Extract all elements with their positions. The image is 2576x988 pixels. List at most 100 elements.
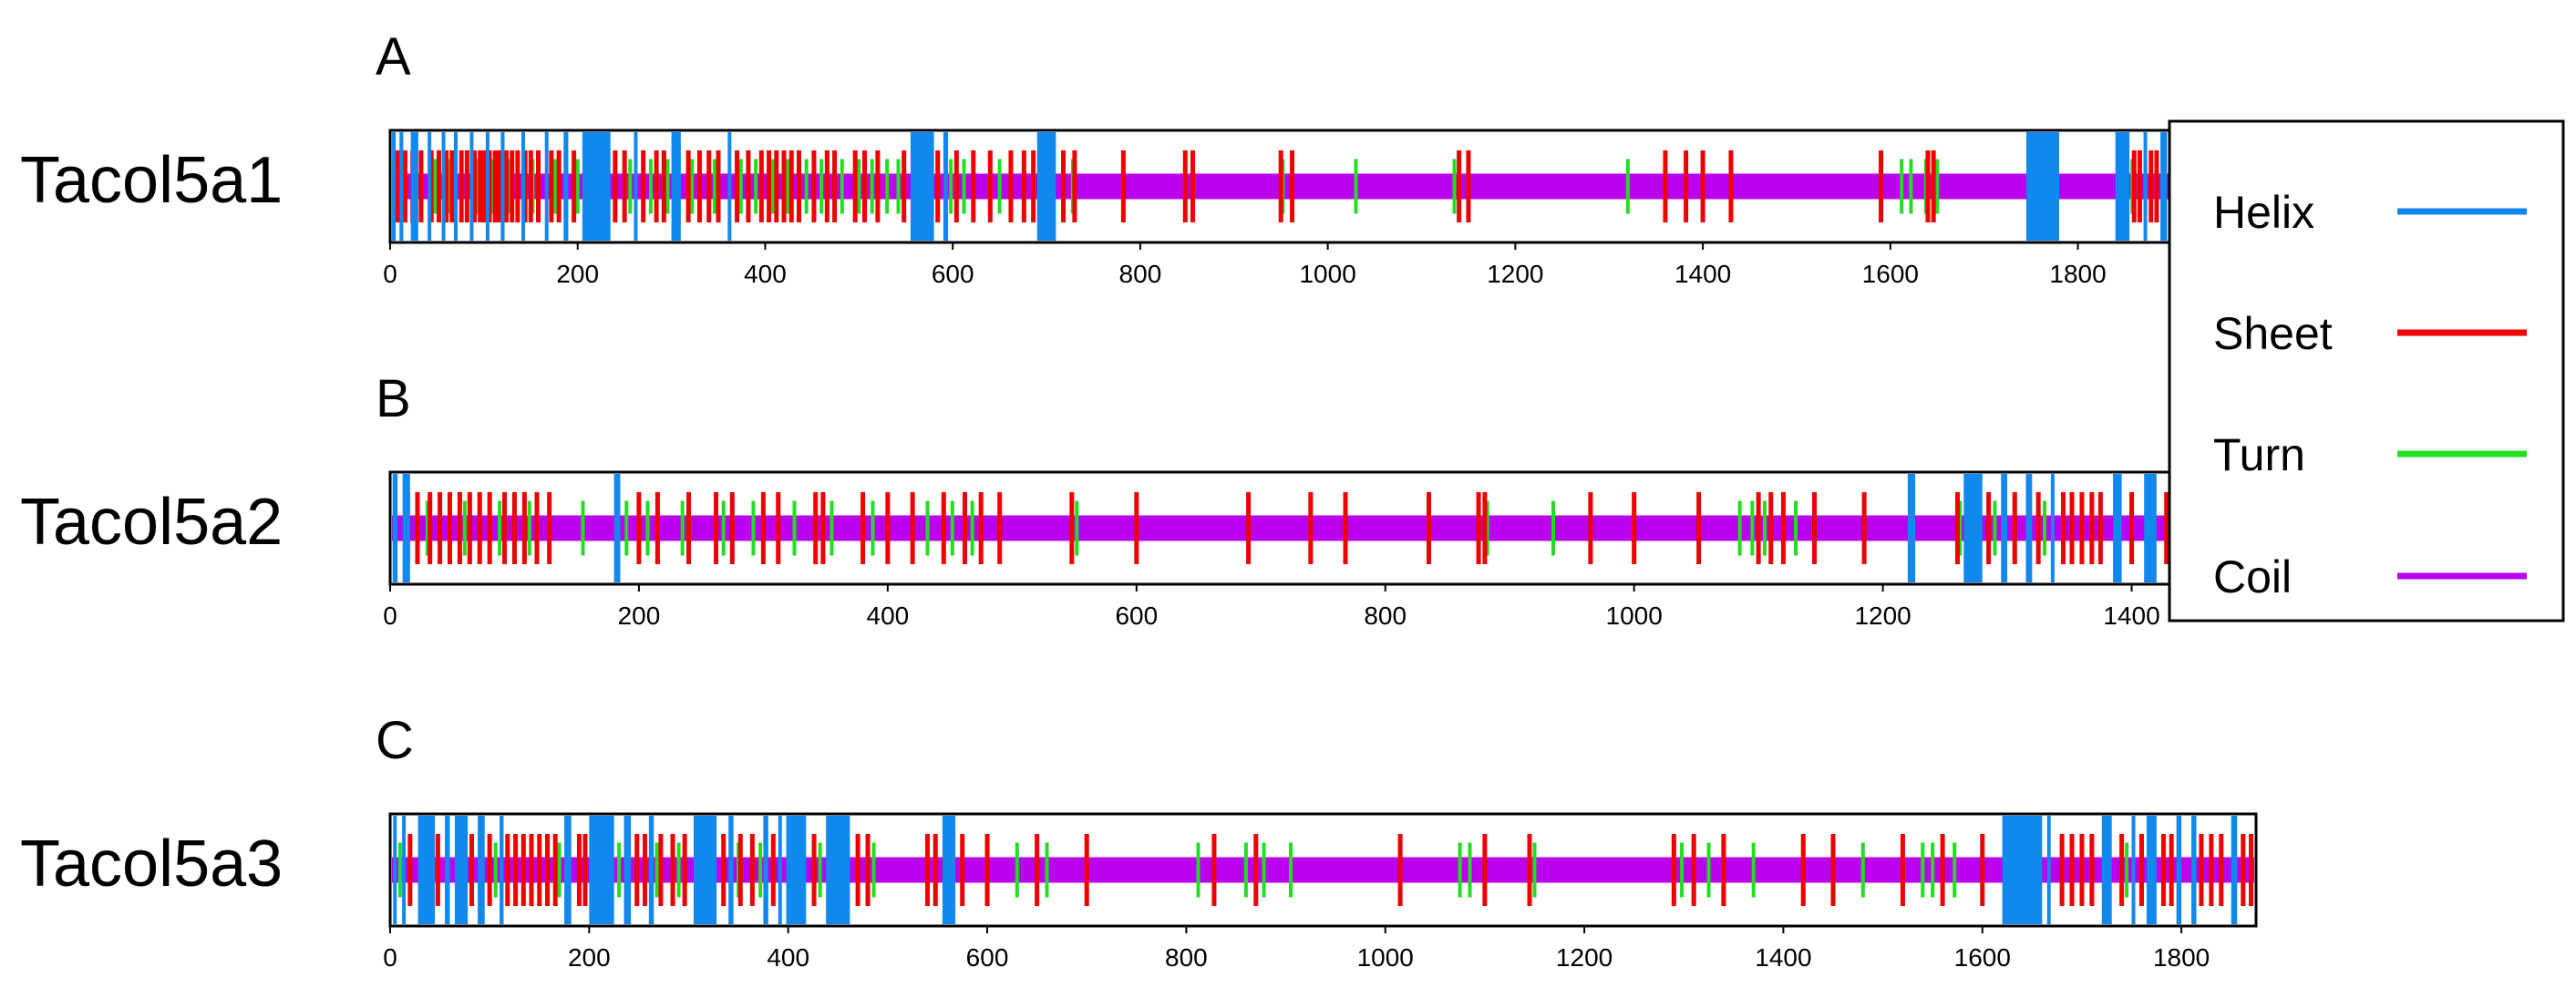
sheet-mark xyxy=(735,150,740,222)
sheet-mark xyxy=(478,150,483,222)
sheet-mark xyxy=(449,150,455,222)
sheet-mark xyxy=(1671,834,1676,906)
sheet-mark xyxy=(971,150,976,222)
legend-label-turn: Turn xyxy=(2213,429,2305,480)
turn-mark xyxy=(804,159,809,214)
sheet-mark xyxy=(613,150,618,222)
turn-mark xyxy=(676,842,681,898)
sheet-mark xyxy=(448,492,453,564)
sheet-mark xyxy=(2148,150,2154,222)
sheet-mark xyxy=(435,834,440,906)
sheet-mark xyxy=(824,150,829,222)
turn-mark xyxy=(498,500,502,556)
turn-mark xyxy=(738,159,743,214)
tick-label: 400 xyxy=(744,260,787,288)
tick-label: 600 xyxy=(966,943,1009,972)
helix-block xyxy=(778,816,782,924)
turn-mark xyxy=(721,500,726,556)
sheet-mark xyxy=(2129,492,2135,564)
sheet-mark xyxy=(2097,492,2103,564)
turn-mark xyxy=(1750,500,1755,556)
sheet-mark xyxy=(1527,834,1532,906)
tick-label: 800 xyxy=(1165,943,1208,972)
turn-mark xyxy=(557,842,562,898)
sheet-mark xyxy=(522,150,528,222)
tick-label: 600 xyxy=(932,260,974,288)
tick-label: 1200 xyxy=(1854,602,1911,630)
sheet-mark xyxy=(1482,492,1488,564)
sheet-mark xyxy=(1134,492,1139,564)
tick-label: 0 xyxy=(383,943,397,972)
sheet-mark xyxy=(2131,150,2137,222)
sheet-mark xyxy=(1768,492,1774,564)
sheet-mark xyxy=(2060,492,2066,564)
turn-mark xyxy=(754,159,758,214)
sheet-mark xyxy=(415,492,420,564)
sheet-mark xyxy=(1986,492,1992,564)
sheet-mark xyxy=(428,492,433,564)
turn-mark xyxy=(896,159,901,214)
turn-mark xyxy=(1551,500,1555,556)
sheet-mark xyxy=(861,150,867,222)
turn-mark xyxy=(462,500,467,556)
legend-label-coil: Coil xyxy=(2213,551,2292,602)
sheet-mark xyxy=(2069,834,2075,906)
helix-block xyxy=(2176,816,2182,924)
sheet-mark xyxy=(534,492,540,564)
helix-block xyxy=(582,132,611,241)
turn-mark xyxy=(751,500,756,556)
sequence-label-a: Tacol5a1 xyxy=(20,144,283,217)
sheet-mark xyxy=(472,150,478,222)
sheet-mark xyxy=(487,150,492,222)
helix-block xyxy=(544,132,549,241)
helix-block xyxy=(648,816,654,924)
turn-mark xyxy=(1762,500,1767,556)
sheet-mark xyxy=(1290,150,1295,222)
sheet-mark xyxy=(642,834,647,906)
sheet-mark xyxy=(2138,834,2144,906)
sheet-mark xyxy=(1035,834,1040,906)
helix-block xyxy=(910,132,934,241)
helix-block xyxy=(453,132,459,241)
sheet-mark xyxy=(774,150,779,222)
sheet-mark xyxy=(811,834,817,906)
turn-mark xyxy=(1706,842,1711,898)
sheet-mark xyxy=(706,150,712,222)
turn-mark xyxy=(493,842,498,898)
sheet-mark xyxy=(467,492,472,564)
turn-mark xyxy=(1921,842,1925,898)
sheet-mark xyxy=(2241,834,2246,906)
turn-mark xyxy=(962,159,966,214)
sheet-mark xyxy=(544,834,550,906)
sheet-mark xyxy=(2209,834,2214,906)
helix-block xyxy=(2113,474,2122,582)
turn-mark xyxy=(970,500,974,556)
turn-mark xyxy=(1794,500,1798,556)
sheet-mark xyxy=(685,150,691,222)
sheet-mark xyxy=(2035,492,2041,564)
sheet-mark xyxy=(654,150,659,222)
sheet-mark xyxy=(1182,150,1188,222)
sheet-mark xyxy=(2012,492,2017,564)
tick-label: 400 xyxy=(767,943,809,972)
sheet-mark xyxy=(1457,150,1462,222)
helix-block xyxy=(728,816,734,924)
sheet-mark xyxy=(1663,150,1668,222)
turn-mark xyxy=(665,159,670,214)
helix-block xyxy=(485,132,489,241)
panel-letter-b: B xyxy=(376,369,411,428)
sheet-mark xyxy=(438,492,443,564)
sheet-mark xyxy=(832,150,838,222)
turn-mark xyxy=(871,842,876,898)
track-c: 0 200 400 600 800 1000 1200 1400 1600 1800 xyxy=(383,812,2258,972)
tick-label: 1800 xyxy=(2049,260,2106,288)
sheet-mark xyxy=(2089,834,2095,906)
helix-block xyxy=(2160,132,2168,241)
turn-mark xyxy=(949,159,953,214)
turn-mark xyxy=(1993,500,1997,556)
sheet-mark xyxy=(1684,150,1689,222)
sheet-mark xyxy=(2154,150,2159,222)
sheet-mark xyxy=(1691,834,1696,906)
helix-block xyxy=(2002,816,2043,924)
sheet-mark xyxy=(634,834,640,906)
